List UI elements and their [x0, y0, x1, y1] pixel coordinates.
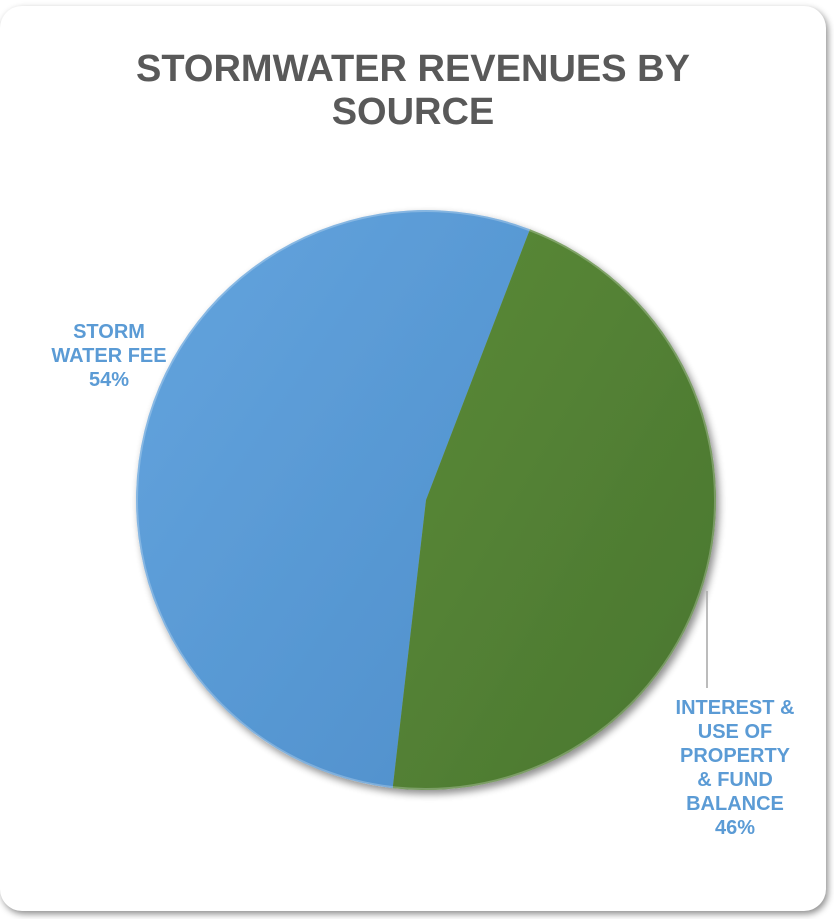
pie-chart: [136, 210, 717, 791]
pie-slice-storm-water-fee: [136, 210, 530, 789]
data-label-interest-use-of-property: INTEREST & USE OF PROPERTY & FUND BALANC…: [640, 696, 826, 840]
data-label-storm-water-fee-line-2: WATER FEE: [51, 345, 167, 367]
pie-rim: [136, 210, 716, 790]
data-label-interest-line-3: PROPERTY: [679, 745, 791, 767]
data-label-interest-line-5: BALANCE: [686, 793, 784, 815]
pie-slice-interest-use-of-property: [392, 229, 717, 791]
data-label-interest-line-1: INTEREST &: [675, 697, 795, 719]
data-label-interest-percent: 46%: [714, 817, 756, 839]
data-label-interest-line-4: & FUND: [697, 769, 773, 791]
chart-title-line-2: SOURCE: [331, 91, 495, 133]
chart-title: STORMWATER REVENUES BY SOURCE: [0, 48, 826, 134]
data-label-storm-water-fee-line-1: STORM: [73, 321, 145, 343]
chart-card: STORMWATER REVENUES BY SOURCE STORM WATE: [0, 6, 826, 911]
data-label-storm-water-fee-percent: 54%: [88, 369, 130, 391]
data-label-storm-water-fee: STORM WATER FEE 54%: [33, 320, 185, 392]
data-label-interest-line-2: USE OF: [697, 721, 773, 743]
chart-title-line-1: STORMWATER REVENUES BY: [136, 48, 690, 90]
